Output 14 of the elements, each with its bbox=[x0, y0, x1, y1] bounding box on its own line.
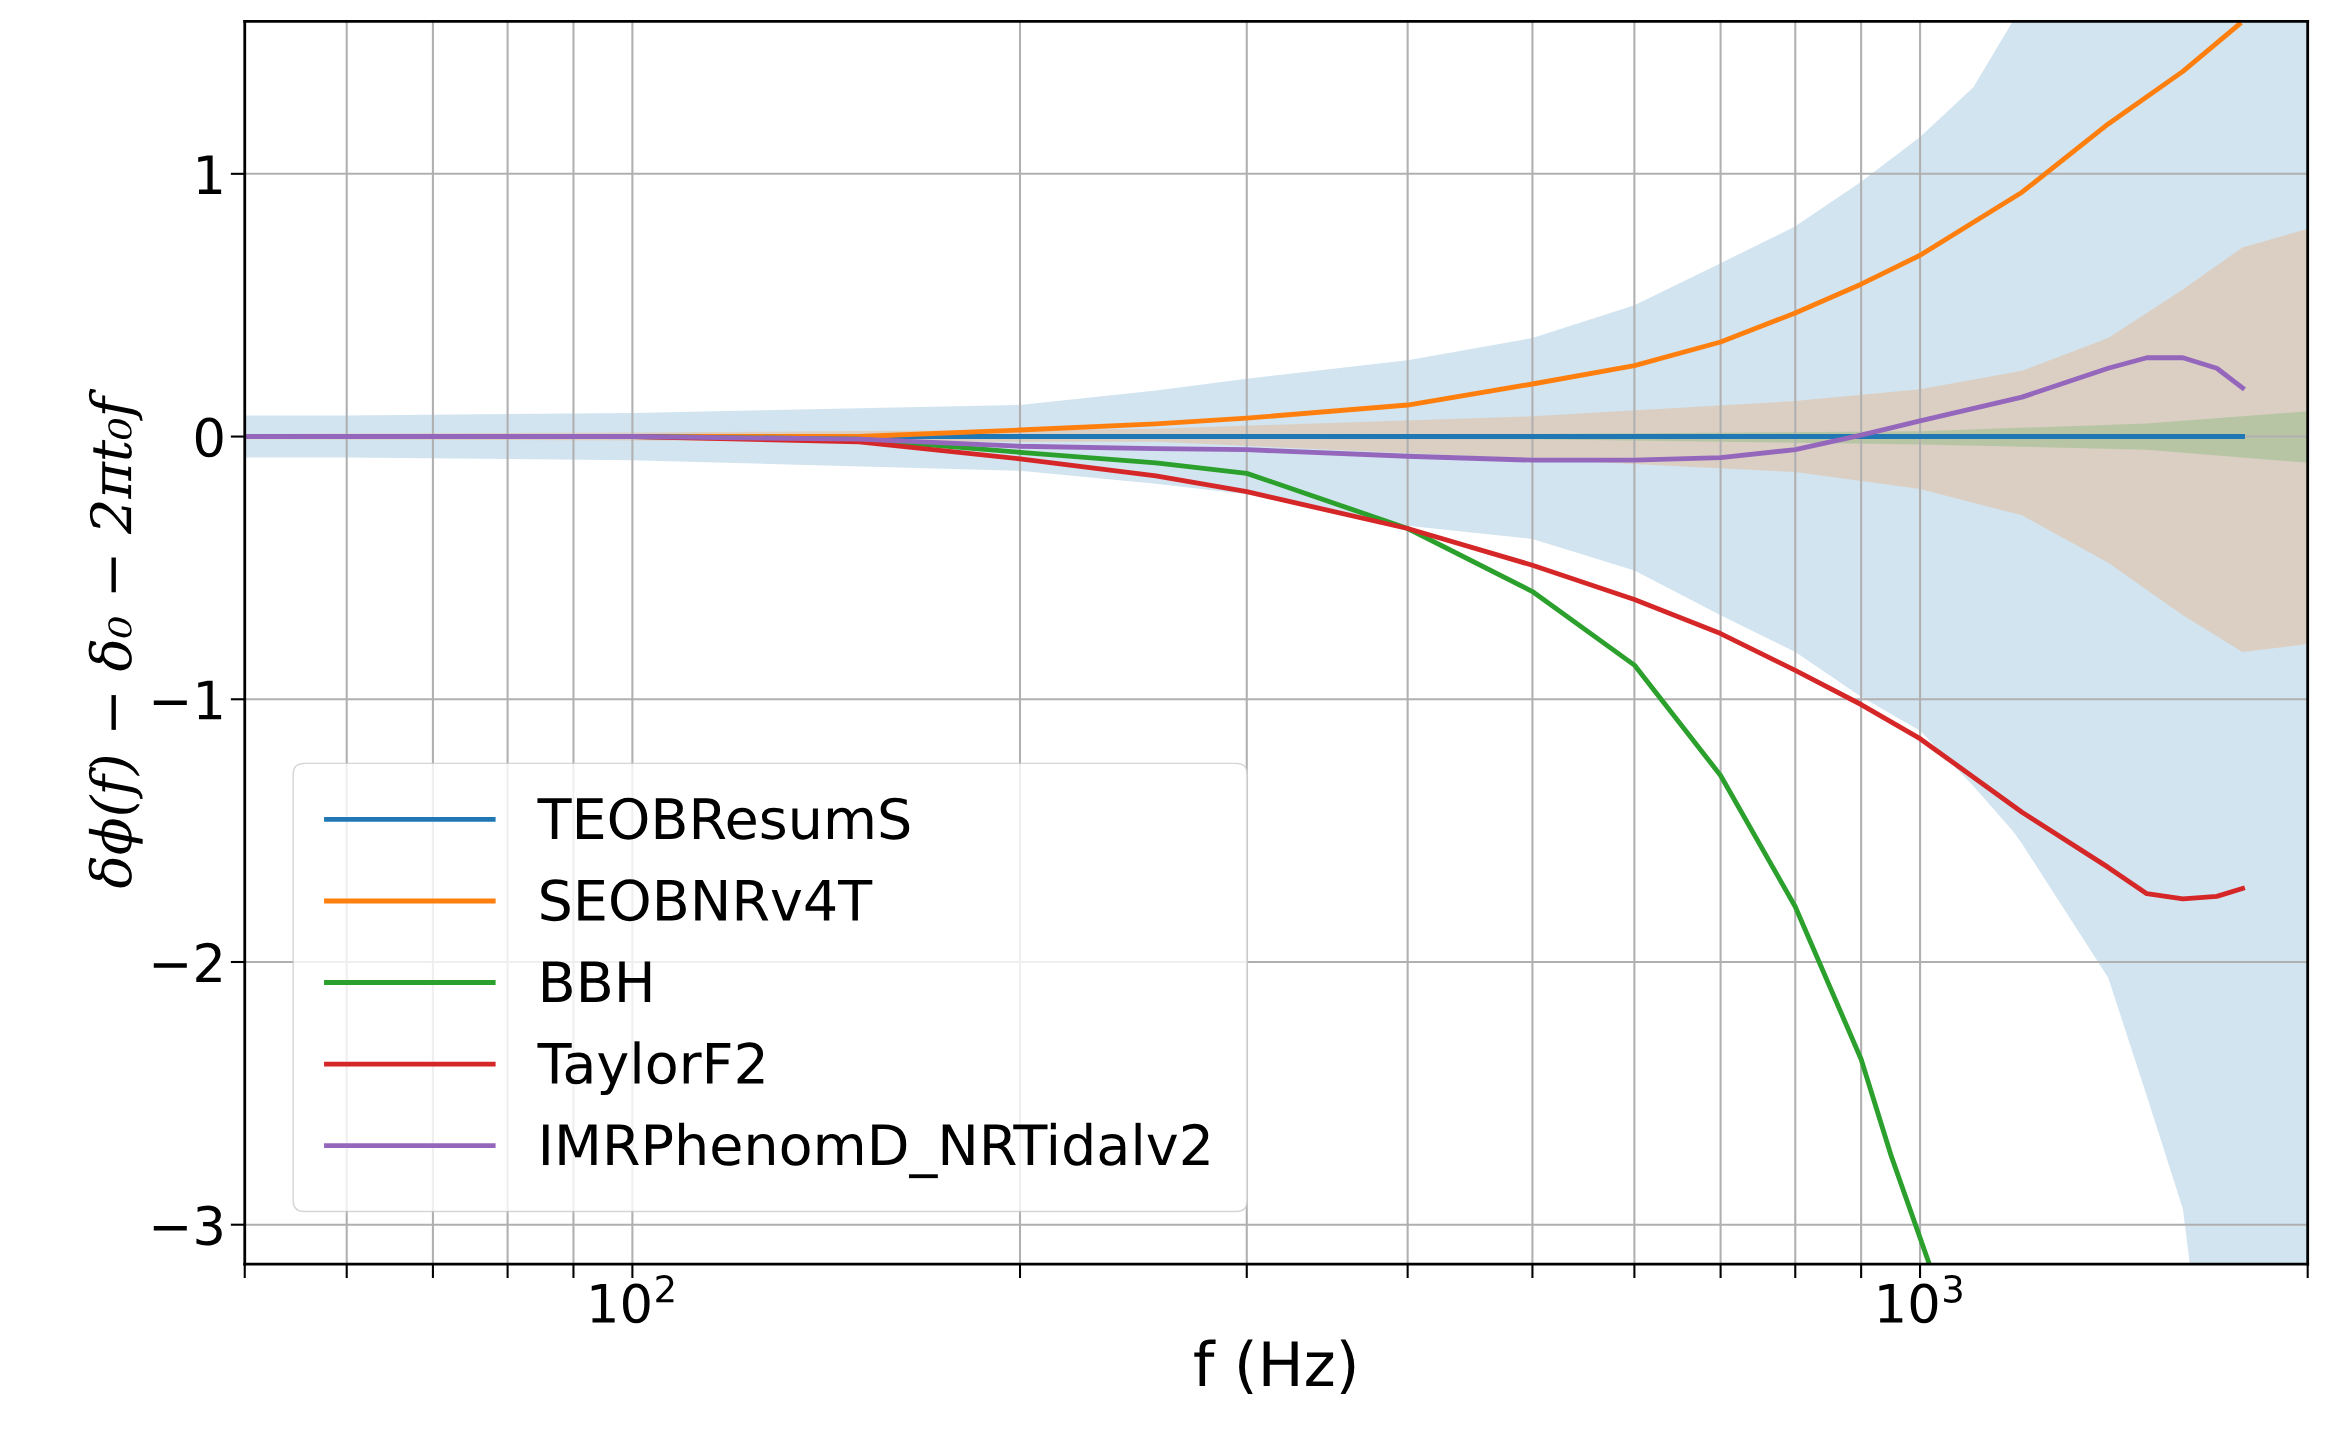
legend-label: SEOBNRv4T bbox=[541, 879, 873, 922]
x-tick-label: 10$^{2}$ bbox=[591, 1274, 674, 1324]
legend-label: IMRPhenomD_NRTidalv2 bbox=[543, 1122, 1209, 1179]
y-tick-label: 0 bbox=[195, 417, 223, 458]
legend-label: BBH bbox=[543, 961, 651, 1002]
y-tick-label: −3 bbox=[153, 1205, 222, 1246]
y-axis-title: δϕ(f) − δ₀ − 2πt₀f bbox=[88, 388, 143, 888]
x-axis-title: f (Hz) bbox=[1194, 1339, 1355, 1394]
y-tick-label: −1 bbox=[153, 680, 222, 720]
legend-label: TEOBResumS bbox=[537, 797, 910, 840]
x-tick-label: 10$^{3}$ bbox=[1879, 1274, 1962, 1324]
y-tick-label: 1 bbox=[198, 155, 222, 194]
y-tick-label: −2 bbox=[153, 942, 221, 983]
legend-label: TaylorF2 bbox=[537, 1041, 764, 1096]
